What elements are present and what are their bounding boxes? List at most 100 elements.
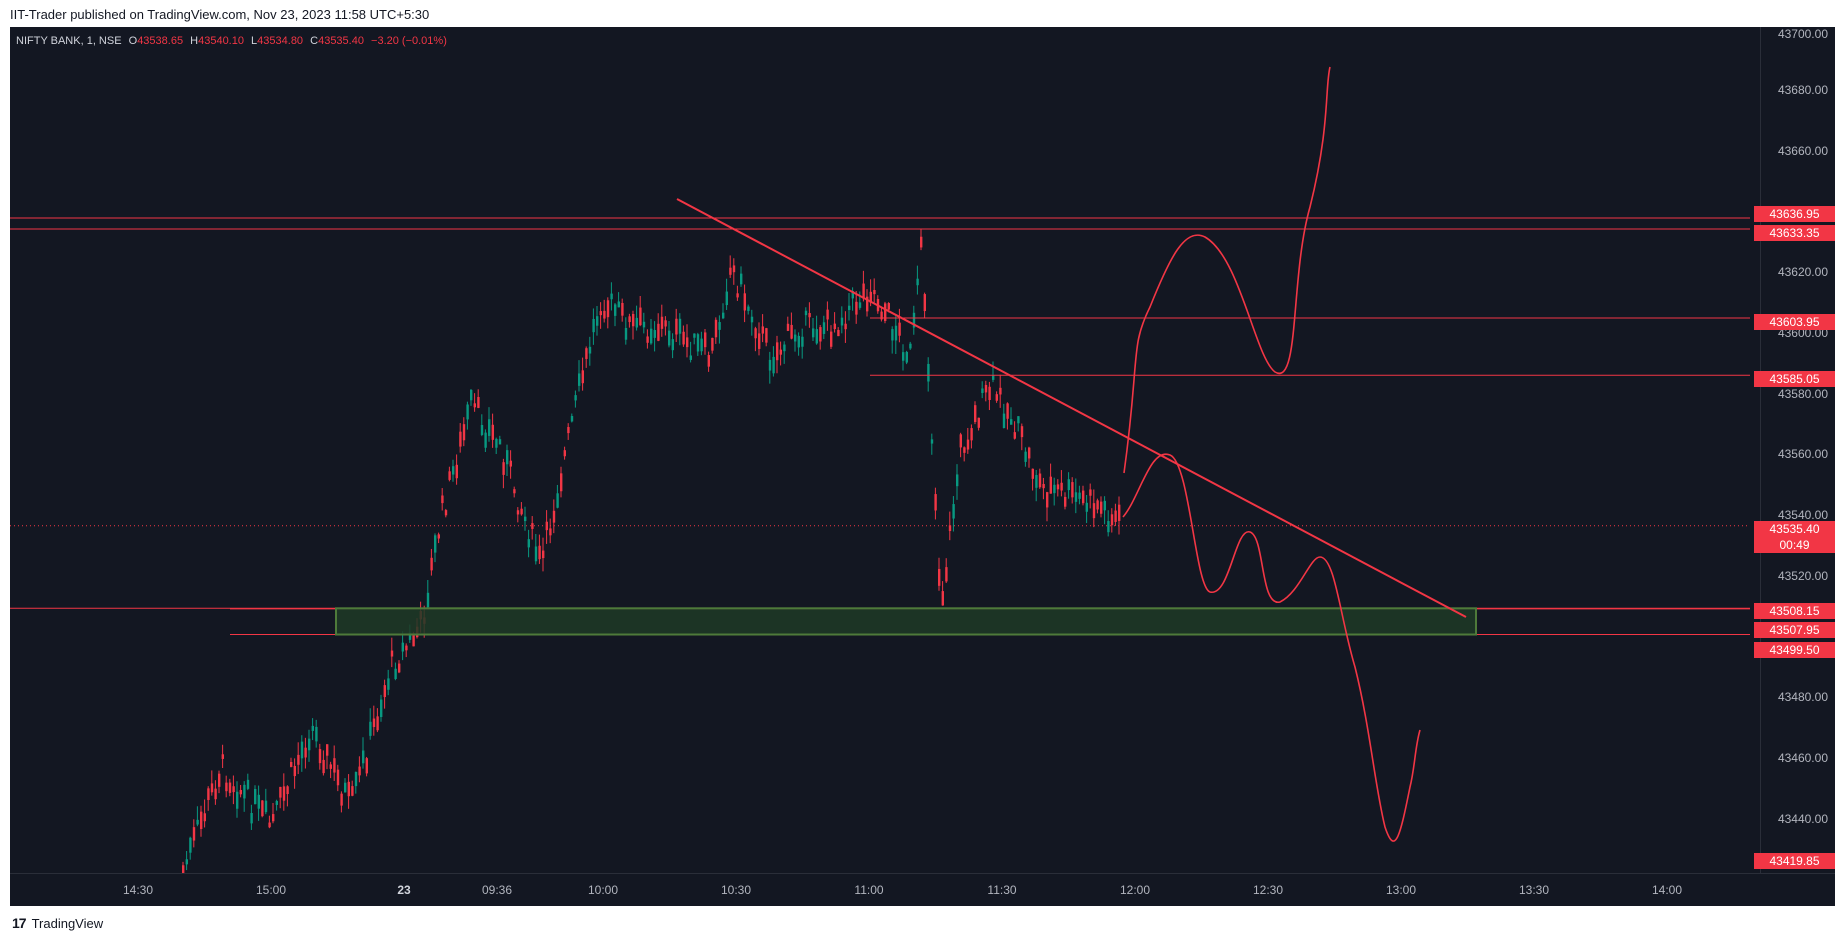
- tradingview-brand[interactable]: 17 TradingView: [12, 915, 103, 931]
- candle-body: [506, 450, 509, 465]
- candle-body: [844, 323, 847, 330]
- candle-body: [480, 424, 484, 435]
- projection-path-up: [1123, 66, 1331, 474]
- trendline: [676, 198, 1467, 618]
- candle-body: [1071, 482, 1074, 498]
- candle-body: [804, 310, 808, 316]
- publish-header: IIT-Trader published on TradingView.com,…: [0, 0, 1835, 27]
- candle-body: [268, 822, 271, 828]
- candle-body: [833, 323, 836, 330]
- candle-body: [1100, 501, 1103, 514]
- candle-body: [743, 293, 746, 311]
- high-label: H: [190, 35, 199, 47]
- time-tick: 11:30: [987, 883, 1017, 897]
- candle-body: [1006, 403, 1009, 419]
- candle-body: [966, 439, 970, 450]
- candle-body: [1085, 502, 1088, 512]
- low-value: 43534.80: [257, 35, 304, 47]
- candle-body: [408, 632, 412, 640]
- candle-body: [1060, 482, 1063, 491]
- candle-body: [956, 474, 959, 487]
- symbol-legend[interactable]: NIFTY BANK, 1, NSE O43538.65 H43540.10 L…: [16, 35, 447, 47]
- candle-body: [207, 788, 210, 801]
- open-label: O: [128, 35, 138, 47]
- candle-body: [632, 313, 635, 327]
- candle-body: [718, 322, 721, 330]
- time-tick: 11:00: [854, 883, 884, 897]
- candle-body: [970, 428, 973, 441]
- candle-body: [801, 336, 804, 347]
- candle-body: [704, 332, 707, 348]
- candle-body: [383, 685, 386, 698]
- price-chart[interactable]: [10, 27, 1750, 873]
- candle-body: [934, 494, 937, 511]
- candle-body: [239, 789, 242, 795]
- candle-body: [275, 800, 278, 805]
- candle-body: [311, 725, 314, 731]
- candle-body: [761, 326, 764, 334]
- candle-body: [988, 386, 991, 401]
- candle-body: [1078, 492, 1081, 499]
- time-axis[interactable]: [10, 873, 1750, 907]
- candle-body: [628, 316, 631, 323]
- candle-body: [959, 434, 962, 448]
- candle-body: [898, 322, 901, 336]
- price-axis[interactable]: 43700.00 43680.00 43660.00 43620.00 4360…: [1760, 27, 1835, 873]
- time-tick-day: 23: [397, 883, 411, 897]
- chart-pane[interactable]: [10, 27, 1835, 906]
- candle-body: [869, 291, 872, 303]
- candle-body: [855, 301, 858, 315]
- candle-body: [657, 323, 660, 341]
- candle-body: [1103, 500, 1106, 511]
- candle-body: [1017, 416, 1020, 424]
- candle-body: [1002, 413, 1006, 429]
- candle-body: [725, 291, 728, 306]
- candle-body: [779, 349, 782, 355]
- published-by-text: IIT-Trader published on TradingView.com,…: [10, 7, 430, 22]
- candle-body: [549, 528, 552, 536]
- candle-body: [462, 424, 466, 441]
- price-badge-level: 43603.95: [1754, 314, 1835, 330]
- change-value: −3.20 (−0.01%): [371, 35, 447, 47]
- candle-body: [826, 309, 829, 320]
- candle-body: [1031, 468, 1034, 479]
- candle-body: [405, 645, 408, 651]
- candle-body: [714, 319, 718, 338]
- price-badge-level: 43585.05: [1754, 371, 1835, 387]
- candle-body: [210, 783, 214, 793]
- candle-body: [390, 650, 394, 657]
- time-tick: 10:30: [720, 883, 752, 897]
- candle-body: [1038, 473, 1042, 488]
- candle-body: [938, 568, 941, 586]
- axis-corner: [1750, 873, 1835, 907]
- candle-body: [372, 718, 376, 728]
- candle-body: [588, 346, 592, 354]
- time-tick: 13:30: [1518, 883, 1550, 897]
- candle-body: [502, 462, 505, 475]
- price-tick: 43580.00: [1777, 387, 1828, 401]
- candle-body: [866, 296, 869, 312]
- low-label: L: [251, 35, 258, 47]
- candle-body: [750, 316, 754, 323]
- support-zone-rect: [335, 607, 1477, 636]
- candle-body: [696, 334, 700, 352]
- candle-body: [678, 318, 682, 334]
- candle-body: [682, 331, 685, 345]
- price-badge-level: 43499.50: [1754, 642, 1835, 658]
- candle-body: [473, 403, 476, 408]
- price-tick: 43520.00: [1777, 569, 1828, 583]
- candle-body: [610, 293, 613, 300]
- candle-body: [992, 375, 995, 380]
- price-tick: 43480.00: [1777, 690, 1828, 704]
- candle-body: [567, 427, 570, 434]
- candle-body: [254, 789, 257, 805]
- candle-body: [246, 779, 250, 789]
- price-tick: 43540.00: [1777, 508, 1828, 522]
- candle-body: [596, 316, 599, 326]
- candle-body: [192, 827, 196, 841]
- candle-body: [430, 557, 433, 571]
- candle-body: [930, 439, 934, 444]
- candle-body: [1024, 451, 1027, 462]
- candle-body: [574, 395, 577, 401]
- price-badge-level: 43636.95: [1754, 206, 1835, 222]
